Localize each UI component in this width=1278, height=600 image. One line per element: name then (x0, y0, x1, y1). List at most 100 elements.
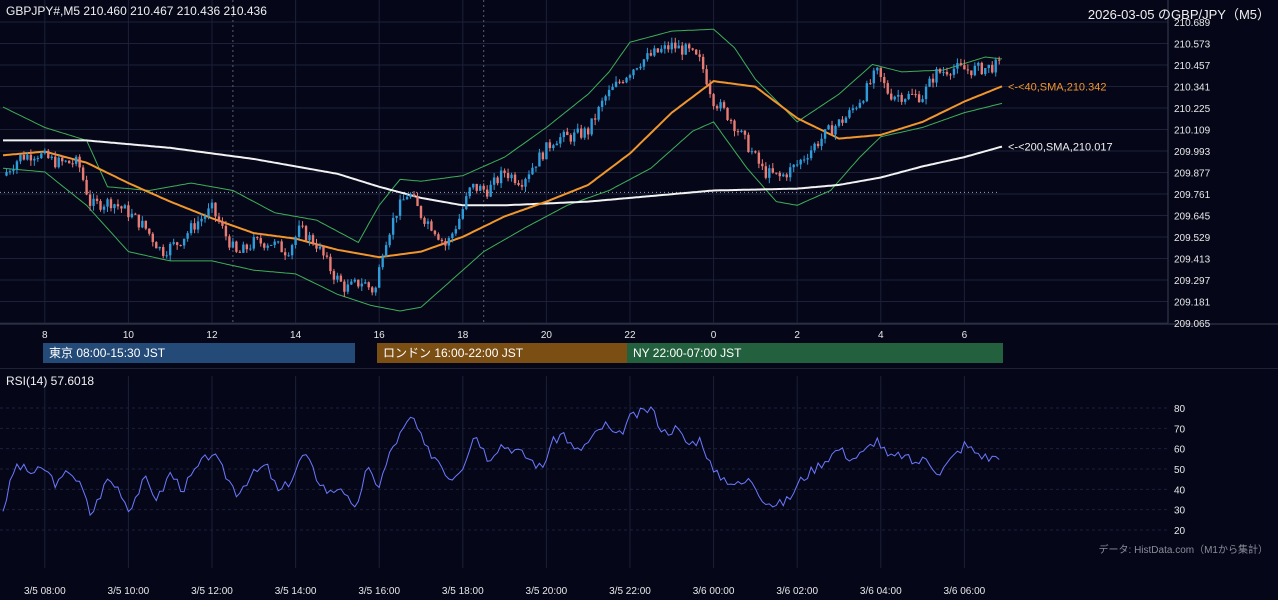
candle-body (40, 153, 43, 159)
candle-body (510, 174, 513, 179)
candle-body (245, 244, 249, 250)
candle-body (113, 204, 116, 209)
candle-body (998, 59, 1001, 61)
candle-bear (162, 244, 165, 259)
candle-bull (346, 279, 350, 295)
candle-body (771, 168, 775, 173)
candle-body (454, 229, 458, 234)
candle-bear (712, 92, 715, 110)
candle-bear (879, 67, 882, 82)
candle-bull (510, 172, 513, 182)
candle-body (437, 234, 440, 240)
candle-bear (430, 219, 433, 232)
candle-bear (343, 279, 346, 297)
candle-bull (451, 232, 454, 243)
candle-body (625, 77, 628, 83)
candle-body (221, 221, 224, 226)
candle-bull (632, 68, 635, 80)
candle-bull (531, 163, 534, 175)
candle-body (590, 118, 593, 135)
candle-body (85, 179, 88, 195)
candle-bull (562, 130, 566, 143)
candle-bear (513, 172, 517, 186)
rsi-tick-label: 20 (1174, 526, 1186, 537)
candle-bull (768, 164, 771, 184)
candle-bull (130, 208, 134, 219)
candle-bear (691, 47, 694, 51)
candle-bull (924, 83, 928, 105)
candle-bull (57, 155, 60, 169)
candle-bear (970, 70, 973, 79)
candle-bull (524, 177, 527, 192)
candle-bear (357, 279, 360, 289)
price-tick-label: 210.573 (1174, 40, 1211, 51)
candle-bear (311, 233, 315, 246)
candle-body (607, 89, 611, 97)
candle-body (259, 238, 262, 244)
candle-body (635, 68, 639, 70)
price-chart[interactable]: 210.689 210.573 210.457 210.341 210.225 210.1… (0, 0, 1278, 340)
candle-body (681, 45, 684, 55)
candle-body (168, 243, 172, 256)
candle-bear (785, 172, 788, 181)
candle-bull (545, 142, 548, 160)
candle-bear (217, 212, 221, 224)
candle-body (628, 75, 632, 78)
candle-body (127, 205, 130, 218)
candle-bear (235, 240, 238, 253)
candle-body (134, 213, 137, 215)
candle-bull (597, 105, 600, 122)
candle-bear (99, 199, 102, 212)
candle-body (802, 159, 806, 161)
candle-body (19, 154, 22, 162)
candle-bull (809, 145, 813, 161)
candle-bull (583, 126, 586, 140)
candle-body (5, 171, 8, 176)
candle-bull (141, 216, 144, 229)
candle-body (36, 158, 40, 160)
candle-bull (465, 192, 468, 211)
time-tick-label: 12 (206, 330, 218, 340)
candle-bear (886, 80, 889, 95)
candle-body (102, 206, 106, 210)
candle-body (785, 174, 788, 178)
candle-body (301, 225, 304, 227)
candle-bear (757, 150, 761, 169)
candle-bull (196, 216, 200, 234)
candle-bull (123, 203, 127, 209)
rsi-time-tick-label: 3/5 18:00 (442, 586, 484, 597)
candle-bear (134, 212, 137, 215)
candle-body (844, 117, 848, 123)
rsi-time-tick-label: 3/5 08:00 (24, 586, 66, 597)
candle-bear (771, 163, 775, 174)
candle-body (364, 282, 367, 284)
candle-body (649, 53, 653, 56)
candle-body (99, 200, 102, 210)
candle-body (890, 93, 893, 100)
candle-body (123, 205, 127, 209)
candle-bull (402, 194, 405, 201)
candle-body (109, 199, 113, 209)
candle-bull (677, 40, 680, 49)
candle-body (688, 44, 691, 49)
candle-body (677, 45, 680, 49)
candle-bear (649, 49, 653, 57)
candle-bear (78, 154, 81, 173)
rsi-chart[interactable]: 80 70 60 50 40 30 20 3/5 08:00 3/5 10:00 3/5 12:0… (0, 368, 1278, 600)
candle-bull (8, 168, 12, 175)
candle-bear (566, 127, 569, 136)
candle-body (667, 45, 670, 50)
candle-body (162, 247, 165, 256)
candle-body (412, 194, 416, 197)
candle-body (92, 198, 95, 206)
candle-bull (984, 67, 987, 76)
candle-body (294, 236, 297, 246)
candle-body (715, 106, 719, 109)
candle-bull (273, 239, 276, 249)
candle-body (555, 143, 559, 146)
candle-bull (270, 244, 273, 246)
candle-bear (412, 191, 416, 198)
candle-bull (43, 148, 46, 155)
candle-bull (848, 107, 851, 119)
candle-body (489, 184, 492, 197)
